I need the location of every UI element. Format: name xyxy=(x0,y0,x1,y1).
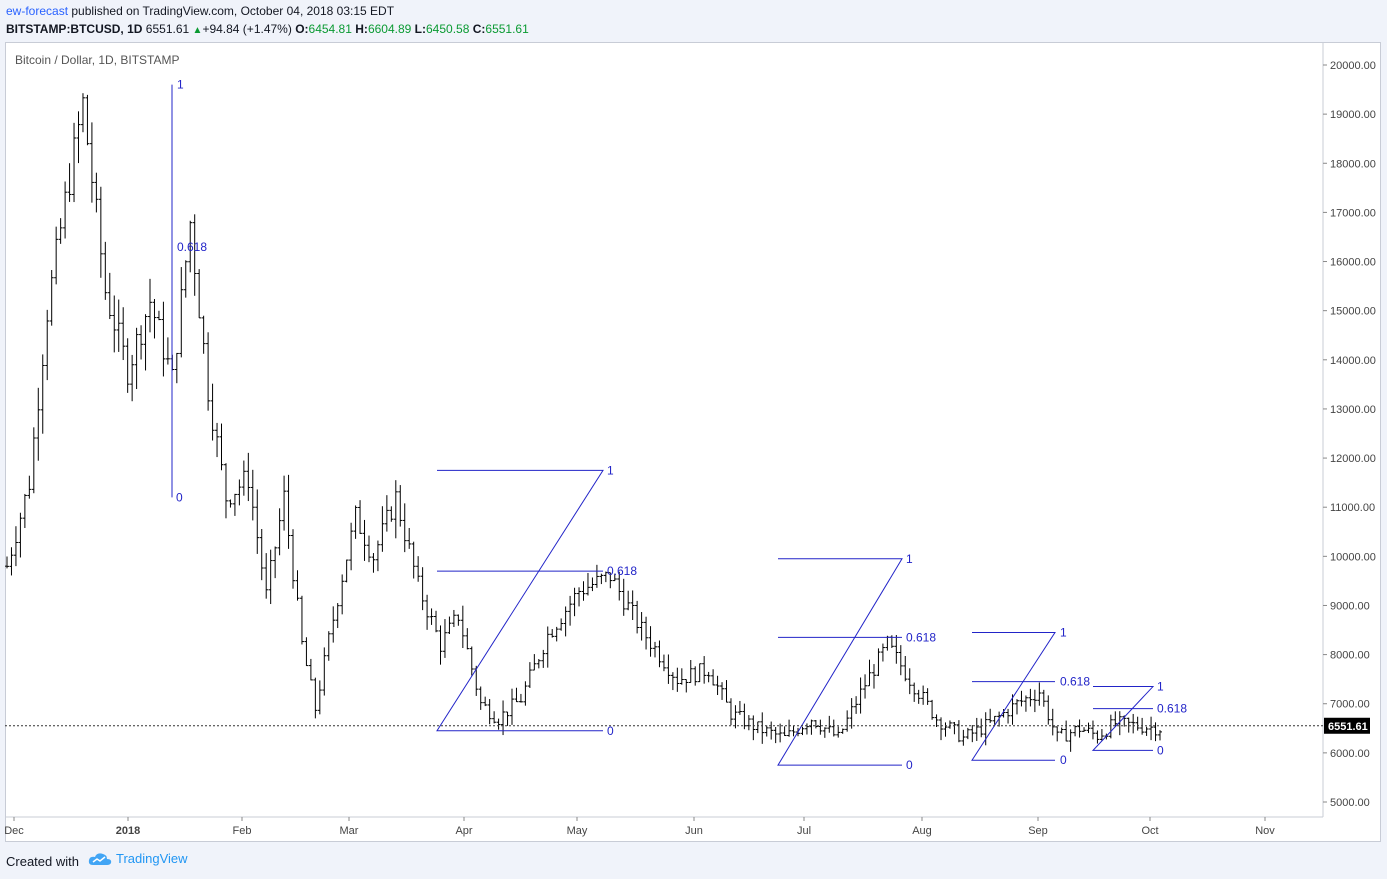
fib-level-label: 0.618 xyxy=(1157,702,1187,716)
brand-label: TradingView xyxy=(116,851,188,866)
published-text: published on TradingView.com, October 04… xyxy=(71,4,395,18)
low-value: 6450.58 xyxy=(426,22,470,36)
fib-level-label: 0 xyxy=(1157,743,1164,757)
time-tick-label: Dec xyxy=(4,825,24,837)
author-link[interactable]: ew-forecast xyxy=(6,4,69,18)
time-tick-label: Aug xyxy=(912,825,932,837)
fib-level-label: 0 xyxy=(906,758,913,772)
fib-level-label: 1 xyxy=(906,552,913,566)
price-tick-label: 6000.00 xyxy=(1330,748,1370,760)
price-tick-label: 20000.00 xyxy=(1330,60,1376,72)
price-tick-label: 7000.00 xyxy=(1330,699,1370,711)
fib-level-label: 0.618 xyxy=(1060,675,1090,689)
fib-zigzag xyxy=(436,469,604,732)
open-label: O: xyxy=(295,22,309,36)
price-chart[interactable]: Bitcoin / Dollar, 1D, BITSTAMP 10.618010… xyxy=(0,0,1387,846)
price-tick-label: 5000.00 xyxy=(1330,797,1370,809)
arrow-up-icon: ▲ xyxy=(192,25,203,36)
fib-level-label: 1 xyxy=(607,463,614,477)
fib-zigzag xyxy=(1091,686,1155,751)
price-tick-label: 8000.00 xyxy=(1330,650,1370,662)
fib-level-label: 0.618 xyxy=(607,564,637,578)
time-tick-label: Jun xyxy=(685,825,703,837)
symbol-label: BITSTAMP:BTCUSD, 1D xyxy=(6,22,143,36)
time-tick-label: Oct xyxy=(1141,825,1158,837)
fib-level-label: 1 xyxy=(1157,680,1164,694)
price-axis[interactable]: 20000.00 19000.00 18000.00 17000.00 16000.00… xyxy=(1323,60,1376,809)
price-tick-label: 9000.00 xyxy=(1330,600,1370,612)
fib-zigzag xyxy=(971,631,1056,761)
created-with-text: Created with xyxy=(6,854,79,869)
fib-level-label: 1 xyxy=(1060,625,1067,639)
price-change: +94.84 (+1.47%) xyxy=(202,22,292,36)
close-value: 6551.61 xyxy=(485,22,529,36)
price-tick-label: 12000.00 xyxy=(1330,453,1376,465)
footer: Created with TradingView xyxy=(0,846,1387,879)
fib-zigzag xyxy=(777,558,903,766)
time-tick-label: Feb xyxy=(233,825,252,837)
price-tick-label: 11000.00 xyxy=(1330,502,1375,514)
fib-level-label: 0 xyxy=(1060,753,1067,767)
wave-annotations: 1 0.618 0 1 0.618 0 1 0.618 0 1 0.618 0 1 0.618 0 xyxy=(171,78,1187,772)
time-tick-label: Sep xyxy=(1028,825,1048,837)
high-value: 6604.89 xyxy=(367,22,412,36)
price-tick-label: 14000.00 xyxy=(1330,355,1376,367)
price-tick-label: 18000.00 xyxy=(1330,158,1376,170)
ohlc-bars xyxy=(5,93,1162,752)
time-tick-label: May xyxy=(567,825,588,837)
current-price-tag xyxy=(1324,717,1370,734)
fib-level-label: 0.618 xyxy=(177,240,207,254)
tradingview-brand[interactable]: TradingView xyxy=(88,851,188,866)
symbol-line: BITSTAMP:BTCUSD, 1D 6551.61 ▲+94.84 (+1.… xyxy=(6,22,529,36)
publish-line: ew-forecast published on TradingView.com… xyxy=(6,4,394,18)
low-label: L: xyxy=(414,22,426,36)
price-tick-label: 17000.00 xyxy=(1330,207,1376,219)
time-tick-label: Apr xyxy=(455,825,472,837)
last-price: 6551.61 xyxy=(145,22,190,36)
price-tick-label: 16000.00 xyxy=(1330,257,1376,269)
price-tick-label: 15000.00 xyxy=(1330,306,1376,318)
cloud-logo-icon xyxy=(88,852,112,865)
time-tick-label: Jul xyxy=(797,825,811,837)
current-price-value: 6551.61 xyxy=(1328,721,1368,733)
fib-level-label: 0 xyxy=(176,490,183,504)
open-value: 6454.81 xyxy=(308,22,352,36)
fib-level-label: 1 xyxy=(177,78,184,92)
price-tick-label: 19000.00 xyxy=(1330,109,1376,121)
price-tick-label: 13000.00 xyxy=(1330,404,1376,416)
fib-level-label: 0.618 xyxy=(906,630,936,644)
fib-level-label: 0 xyxy=(607,724,614,738)
high-label: H: xyxy=(355,22,368,36)
time-tick-label: Nov xyxy=(1255,825,1275,837)
close-label: C: xyxy=(472,22,486,36)
price-tick-label: 10000.00 xyxy=(1330,551,1376,563)
chart-title: Bitcoin / Dollar, 1D, BITSTAMP xyxy=(15,53,180,67)
time-tick-label: Mar xyxy=(340,825,359,837)
chart-header: ew-forecast published on TradingView.com… xyxy=(0,0,1387,42)
time-tick-label: 2018 xyxy=(116,825,140,837)
time-axis[interactable]: Dec 2018 Feb Mar Apr May Jun Jul Aug Sep Oct Nov xyxy=(4,817,1275,837)
